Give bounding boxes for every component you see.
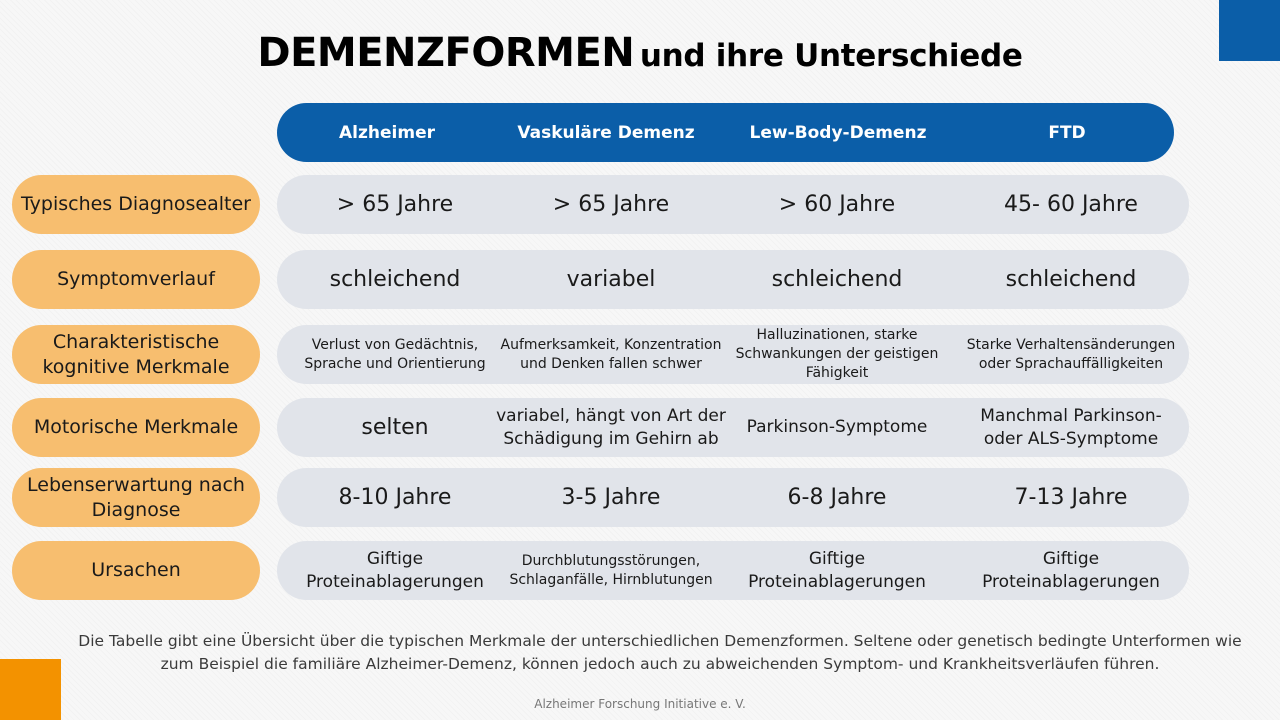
footer-source: Alzheimer Forschung Initiative e. V. bbox=[534, 697, 746, 711]
table-cell: > 65 Jahre bbox=[336, 191, 454, 217]
row-label-motorische-merkmale: Motorische Merkmale bbox=[12, 398, 260, 457]
table-row: 8-10 Jahre 3-5 Jahre 6-8 Jahre 7-13 Jahr… bbox=[277, 468, 1189, 527]
table-cell: Giftige Proteinablagerungen bbox=[306, 548, 484, 592]
table-cell: Halluzinationen, starke Schwankungen der… bbox=[735, 327, 939, 381]
table-cell: Parkinson-Symptome bbox=[746, 417, 928, 437]
footnote-text: Die Tabelle gibt eine Übersicht über die… bbox=[78, 632, 1242, 673]
corner-accent-blue bbox=[1219, 0, 1280, 61]
table-cell: Giftige Proteinablagerungen bbox=[748, 548, 926, 592]
table-row: schleichend variabel schleichend schleic… bbox=[277, 250, 1189, 309]
row-label-diagnosealter: Typisches Diagnosealter bbox=[12, 175, 260, 234]
table-cell: Starke Verhaltensänderungen oder Spracha… bbox=[966, 336, 1176, 372]
column-header-vaskulaere-demenz: Vaskuläre Demenz bbox=[517, 122, 695, 143]
table-cell: Verlust von Gedächtnis, Sprache und Orie… bbox=[304, 336, 486, 372]
table-row: selten variabel, hängt von Art der Schäd… bbox=[277, 398, 1189, 457]
table-cell: variabel, hängt von Art der Schädigung i… bbox=[496, 405, 726, 449]
column-header-ftd: FTD bbox=[1048, 122, 1086, 143]
table-cell: selten bbox=[361, 414, 429, 440]
column-header-lewy-body-demenz: Lew-Body-Demenz bbox=[749, 122, 927, 143]
title-main: DEMENZFORMEN bbox=[257, 30, 635, 76]
table-cell: 8-10 Jahre bbox=[338, 484, 452, 510]
page-title: DEMENZFORMEN und ihre Unterschiede bbox=[0, 30, 1280, 76]
table-cell: Giftige Proteinablagerungen bbox=[982, 548, 1160, 592]
table-row: Giftige Proteinablagerungen Durchblutung… bbox=[277, 541, 1189, 600]
table-cell: Aufmerksamkeit, Konzentration und Denken… bbox=[500, 336, 722, 372]
table-cell: variabel bbox=[566, 266, 656, 292]
column-header-alzheimer: Alzheimer bbox=[339, 122, 435, 143]
row-label-ursachen: Ursachen bbox=[12, 541, 260, 600]
table-cell: 45- 60 Jahre bbox=[1004, 191, 1138, 217]
table-cell: schleichend bbox=[1005, 266, 1137, 292]
row-label-symptomverlauf: Symptomverlauf bbox=[12, 250, 260, 309]
table-cell: > 60 Jahre bbox=[778, 191, 896, 217]
row-label-kognitive-merkmale: Charakteristische kognitive Merkmale bbox=[12, 325, 260, 384]
column-header-bar: Alzheimer Vaskuläre Demenz Lew-Body-Deme… bbox=[277, 103, 1174, 162]
table-cell: 3-5 Jahre bbox=[561, 484, 661, 510]
table-cell: 6-8 Jahre bbox=[787, 484, 887, 510]
table-cell: 7-13 Jahre bbox=[1014, 484, 1128, 510]
table-cell: Durchblutungsstörungen, Schlaganfälle, H… bbox=[509, 552, 713, 588]
table-cell: Manchmal Parkinson- oder ALS-Symptome bbox=[980, 405, 1162, 449]
table-row: Verlust von Gedächtnis, Sprache und Orie… bbox=[277, 325, 1189, 384]
title-sub: und ihre Unterschiede bbox=[639, 38, 1023, 74]
table-row: > 65 Jahre > 65 Jahre > 60 Jahre 45- 60 … bbox=[277, 175, 1189, 234]
table-cell: schleichend bbox=[329, 266, 461, 292]
row-label-lebenserwartung: Lebenserwartung nach Diagnose bbox=[12, 468, 260, 527]
table-cell: schleichend bbox=[771, 266, 903, 292]
table-cell: > 65 Jahre bbox=[552, 191, 670, 217]
corner-accent-orange bbox=[0, 659, 61, 720]
